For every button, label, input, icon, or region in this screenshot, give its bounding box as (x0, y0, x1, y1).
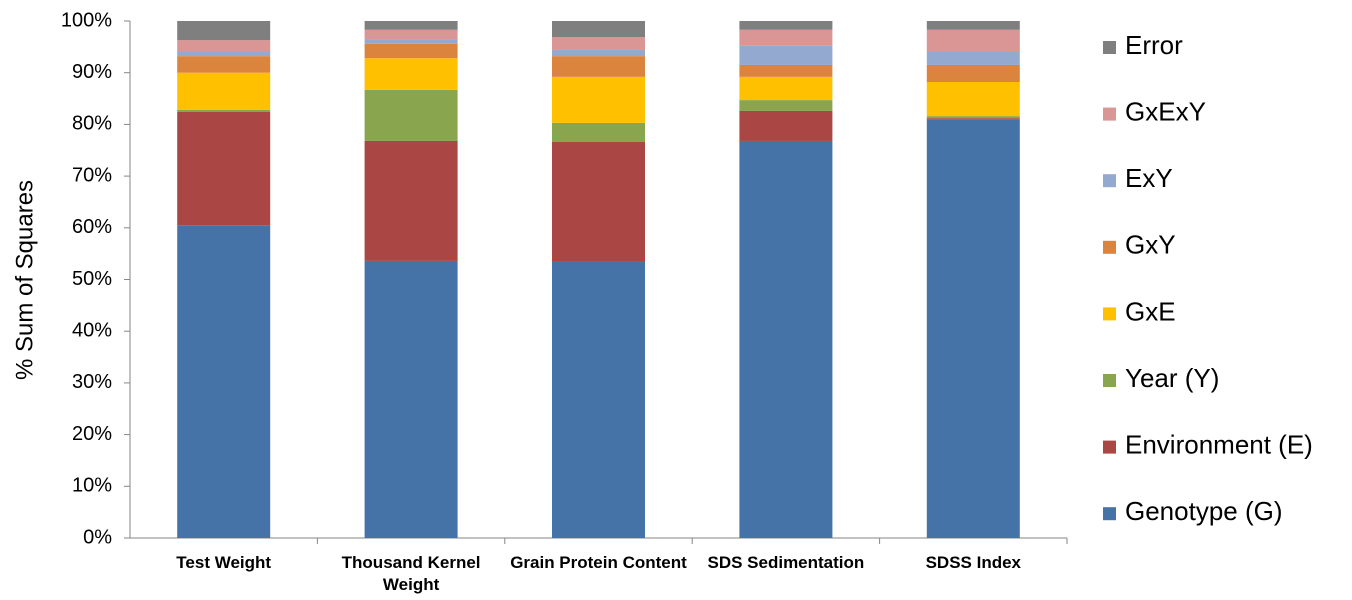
bar-segment (739, 100, 833, 111)
legend-swatch (1103, 240, 1116, 254)
legend-swatch (1103, 41, 1116, 54)
bar-segment (926, 29, 1020, 53)
bar-segment (739, 76, 833, 101)
y-tick-label: 100% (61, 9, 112, 31)
bar-segment (739, 110, 833, 141)
y-tick-label: 30% (72, 371, 112, 393)
x-tick-label: Thousand Kernel Weight (341, 553, 481, 594)
bar-segment (552, 49, 645, 57)
legend-label: ExY (1125, 163, 1173, 193)
y-tick-label: 50% (72, 268, 112, 290)
y-tick-label: 90% (72, 61, 112, 83)
legend-label: Year (Y) (1125, 363, 1219, 393)
bar-segment (552, 37, 645, 50)
y-tick-label: 80% (72, 113, 112, 135)
bar-segment (364, 140, 458, 261)
bar-segment (739, 140, 833, 538)
legend-label: Error (1125, 30, 1183, 60)
y-tick-label: 60% (72, 216, 112, 238)
bar-segment (364, 29, 458, 40)
bar-segment (739, 29, 833, 46)
legend-swatch (1103, 507, 1116, 521)
bar-segment (926, 116, 1020, 119)
bar-segment (364, 260, 458, 538)
x-tick-label: Grain Protein Content (510, 553, 687, 572)
legend-swatch (1103, 440, 1116, 454)
legend-label: GxExY (1125, 96, 1206, 126)
bar-segment (552, 261, 645, 538)
bar-segment (552, 56, 645, 77)
bar-segment (364, 89, 458, 141)
bar-segment (364, 21, 458, 30)
legend-label: Genotype (G) (1125, 496, 1283, 526)
legend-label: GxY (1125, 230, 1176, 260)
bar-segment (739, 21, 833, 30)
y-axis-title: % Sum of Squares (11, 180, 38, 380)
bar-segment (177, 56, 271, 73)
y-tick-label: 10% (72, 475, 112, 497)
legend-swatch (1103, 307, 1116, 321)
bar-segment (177, 21, 271, 41)
bar-segment (177, 52, 271, 57)
bar-segment (926, 118, 1020, 120)
bar-segment (552, 141, 645, 262)
y-tick-label: 70% (72, 164, 112, 186)
bar-segment (177, 72, 271, 110)
bar-segment (926, 119, 1020, 538)
y-tick-label: 0% (83, 526, 112, 548)
legend-label: Environment (E) (1125, 429, 1313, 459)
x-tick-label: SDS Sedimentation (707, 553, 865, 572)
legend-swatch (1103, 174, 1116, 188)
bar-segment (177, 225, 271, 538)
legend-swatch (1103, 107, 1116, 121)
bar-segment (552, 122, 645, 142)
x-tick-label: Test Weight (176, 553, 272, 572)
bar-segment (364, 39, 458, 44)
x-tick-label: SDSS Index (925, 553, 1021, 572)
bar-segment (739, 64, 833, 77)
bar-segment (177, 40, 271, 53)
bar-segment (739, 45, 833, 65)
bar-segment (926, 52, 1020, 65)
bar-segment (552, 76, 645, 123)
bar-segment (177, 109, 271, 112)
bar-segment (926, 21, 1020, 30)
y-tick-label: 20% (72, 423, 112, 445)
bar-segment (364, 58, 458, 90)
bar-segment (552, 21, 645, 38)
bar-segment (364, 43, 458, 59)
bar-segment (926, 64, 1020, 83)
y-tick-label: 40% (72, 319, 112, 341)
legend-swatch (1103, 374, 1116, 387)
bar-segment (177, 111, 271, 226)
bar-segment (926, 82, 1020, 117)
legend-label: GxE (1125, 296, 1176, 326)
